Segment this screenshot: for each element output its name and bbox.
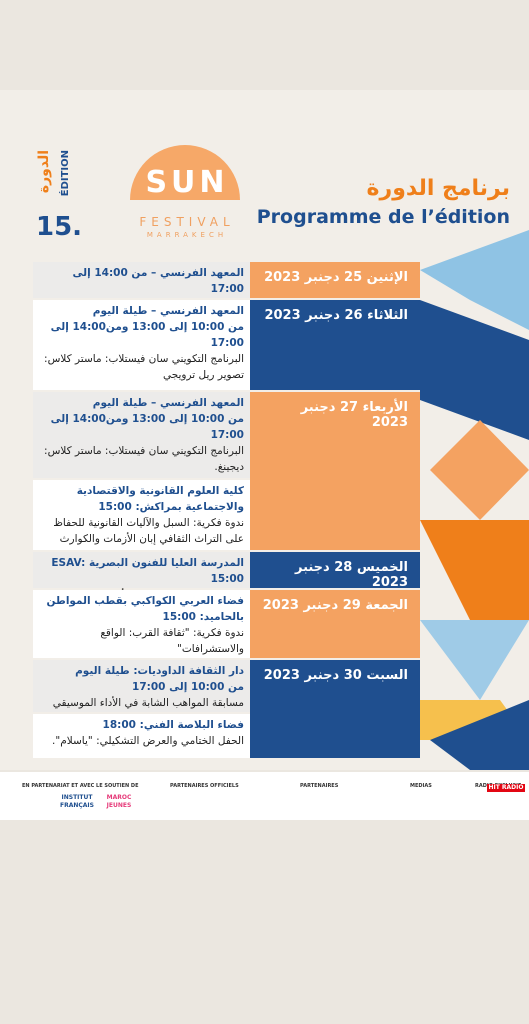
item-heading: من 10:00 إلى 13:00 ومن14:00 إلى 17:00: [50, 413, 244, 441]
day-label: الثلاثاء 26 دجنبر 2023: [250, 300, 420, 390]
item-heading: المعهد الفرنسي – طيلة اليوم: [92, 397, 244, 409]
partner-logo: INSTITUT FRANÇAIS: [60, 794, 94, 809]
item-body: البرنامج التكويني سان فيستلاب: ماستر كلا…: [44, 353, 244, 381]
item-body: ندوة فكرية: "ثقافة القرب: الواقع والاستش…: [100, 627, 244, 655]
partners-strip: [0, 772, 529, 820]
item-heading: دار الثقافة الداوديات: طيلة اليوم: [75, 665, 244, 677]
item-body: مسابقة المواهب الشابة في الأداء الموسيقي: [52, 697, 244, 709]
partner-label: MEDIAS: [410, 783, 432, 789]
item-body: الحفل الختامي والعرض التشكيلي: "ياسلام".: [52, 735, 244, 747]
schedule-item: فضاء البلاصة الفني: 18:00 الحفل الختامي و…: [33, 714, 250, 758]
edition-num: 15.: [36, 212, 83, 242]
partner-label: EN PARTENARIAT ET AVEC LE SOUTIEN DE: [22, 783, 139, 789]
logo-sub: FESTIVAL: [139, 215, 235, 229]
edition-ar: الدورة: [36, 150, 52, 194]
schedule-item: فضاء العربي الكواكبي بقطب المواطن بالحام…: [33, 590, 250, 658]
item-heading: المعهد الفرنسي – من 14:00 إلى 17:00: [72, 267, 244, 295]
item-heading: من 10:00 إلى 17:00: [132, 681, 244, 693]
day-label: الجمعة 29 دجنبر 2023: [250, 590, 420, 658]
schedule-item: المعهد الفرنسي – طيلة اليوم من 10:00 إلى …: [33, 392, 250, 478]
item-heading: فضاء العربي الكواكبي بقطب المواطن بالحام…: [46, 595, 244, 623]
day-label: السبت 30 دجنبر 2023: [250, 660, 420, 758]
logo-main: SUN: [145, 165, 229, 200]
item-heading: كلية العلوم القانونية والاقتصادية والاجت…: [76, 485, 244, 513]
schedule-item: المعهد الفرنسي – من 14:00 إلى 17:00ماستر…: [33, 262, 250, 311]
partner-logo: HIT RADIO: [487, 784, 525, 792]
schedule-item: المدرسة العليا للفنون البصرية ESAV: 15:0…: [33, 552, 250, 601]
title-ar: برنامج الدورة: [366, 176, 510, 201]
item-body: ندوة فكرية: السبل والآليات القانونية للح…: [53, 517, 244, 545]
edition-fr: ÉDITION: [60, 150, 71, 197]
title-fr: Programme de l’édition: [256, 206, 510, 228]
item-heading: فضاء البلاصة الفني: 18:00: [102, 719, 244, 731]
item-heading: المدرسة العليا للفنون البصرية ESAV: 15:0…: [51, 557, 244, 585]
schedule-item: دار الثقافة الداوديات: طيلة اليوم من 10:0…: [33, 660, 250, 712]
day-label: الإثنين 25 دجنبر 2023: [250, 262, 420, 298]
partner-label: PARTENAIRES OFFICIELS: [170, 783, 239, 789]
partner-logo: MAROC JEUNES: [106, 794, 132, 809]
schedule-item: المعهد الفرنسي – طيلة اليوم من 10:00 إلى …: [33, 300, 250, 390]
partner-label: PARTENAIRES: [300, 783, 339, 789]
item-heading: المعهد الفرنسي – طيلة اليوم: [92, 305, 244, 317]
day-label: الخميس 28 دجنبر 2023: [250, 552, 420, 590]
day-label: الأربعاء 27 دجنبر 2023: [250, 392, 420, 550]
item-body: البرنامج التكويني سان فيستلاب: ماستر كلا…: [44, 445, 244, 473]
schedule-item: كلية العلوم القانونية والاقتصادية والاجت…: [33, 480, 250, 550]
logo-sub: MARRAKECH: [146, 231, 228, 239]
item-heading: من 10:00 إلى 13:00 ومن14:00 إلى 17:00: [50, 321, 244, 349]
